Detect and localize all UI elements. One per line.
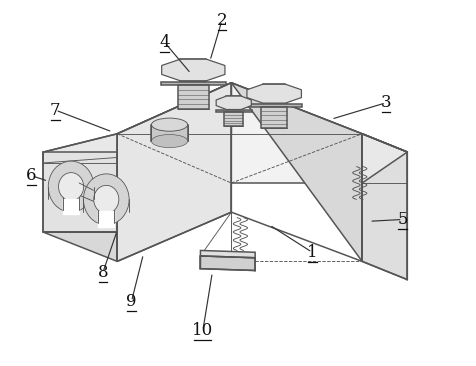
Polygon shape	[226, 109, 240, 117]
Text: 8: 8	[98, 264, 108, 281]
Polygon shape	[231, 83, 361, 261]
Text: 6: 6	[26, 167, 37, 184]
Text: 7: 7	[50, 102, 60, 119]
Polygon shape	[224, 112, 243, 126]
Ellipse shape	[83, 174, 129, 225]
Polygon shape	[43, 152, 117, 232]
Ellipse shape	[151, 135, 187, 147]
Text: 5: 5	[397, 211, 407, 228]
Polygon shape	[200, 256, 255, 270]
Polygon shape	[117, 83, 231, 261]
Ellipse shape	[59, 173, 83, 201]
Text: 9: 9	[126, 293, 137, 310]
Polygon shape	[178, 85, 208, 109]
Polygon shape	[226, 96, 240, 103]
Ellipse shape	[48, 161, 94, 212]
Polygon shape	[117, 83, 361, 183]
Polygon shape	[200, 250, 255, 258]
Polygon shape	[262, 84, 285, 94]
Polygon shape	[160, 82, 225, 85]
Ellipse shape	[151, 118, 187, 131]
Polygon shape	[260, 107, 287, 128]
Polygon shape	[43, 134, 117, 163]
Ellipse shape	[93, 185, 119, 213]
Polygon shape	[247, 84, 301, 103]
Polygon shape	[180, 59, 206, 71]
Polygon shape	[246, 104, 302, 107]
Text: 10: 10	[192, 322, 213, 339]
Polygon shape	[151, 125, 187, 141]
Text: 2: 2	[216, 12, 227, 29]
Text: 4: 4	[159, 34, 170, 51]
Bar	[63, 199, 79, 214]
Polygon shape	[215, 110, 251, 112]
Text: 1: 1	[306, 244, 317, 261]
Polygon shape	[43, 232, 117, 261]
Bar	[98, 212, 114, 227]
Polygon shape	[361, 134, 407, 183]
Polygon shape	[262, 103, 285, 113]
Polygon shape	[216, 96, 251, 109]
Polygon shape	[117, 83, 231, 134]
Polygon shape	[180, 81, 206, 93]
Polygon shape	[361, 134, 407, 280]
Polygon shape	[161, 59, 225, 81]
Text: 3: 3	[380, 94, 390, 111]
